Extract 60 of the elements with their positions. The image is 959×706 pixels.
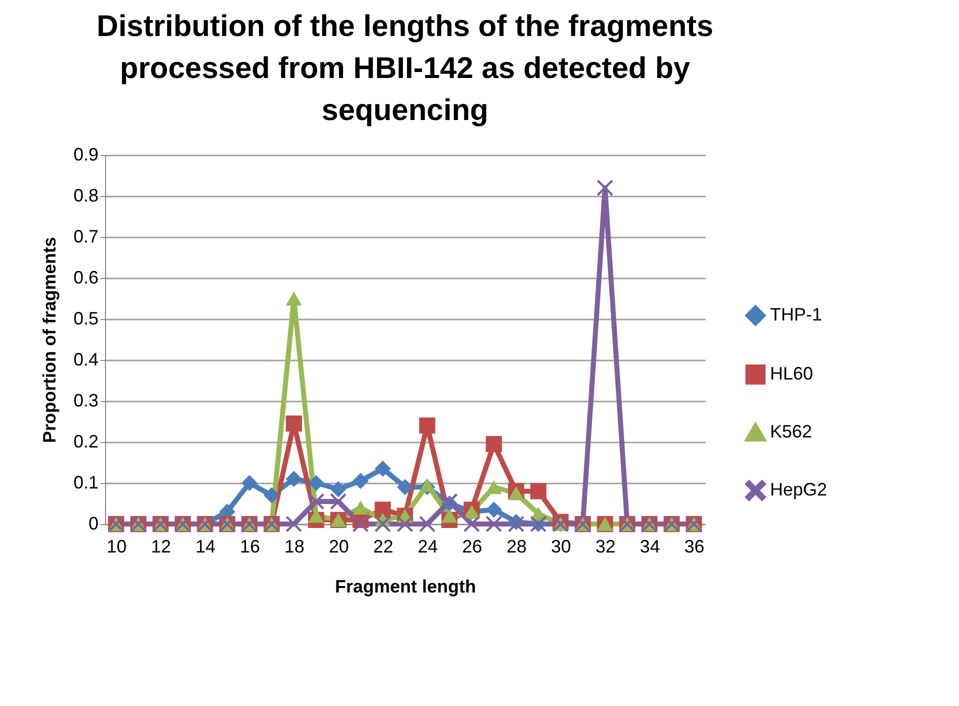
point [441, 508, 458, 523]
point [241, 474, 258, 492]
x-tick-label: 24 [418, 536, 438, 556]
point [464, 516, 480, 532]
point [486, 502, 502, 518]
x-axis-title: Fragment length [334, 576, 476, 596]
x-tick-label: 32 [595, 536, 616, 556]
y-tick-label: 0.6 [73, 268, 98, 288]
point [530, 483, 546, 500]
y-tick-label: 0.3 [73, 390, 98, 410]
y-tick-label: 0.1 [73, 472, 98, 492]
x-tick-label: 20 [328, 536, 349, 556]
chart-title: Distribution of the lengths of the fragments processed from HBII-142 as detected by sequencing [96, 10, 714, 127]
x-tick-label: 14 [195, 536, 216, 556]
point [308, 493, 324, 510]
x-tick-label: 18 [284, 536, 304, 556]
x-tick-label: 34 [640, 536, 660, 556]
legend-label: K562 [770, 422, 812, 442]
point [508, 486, 524, 500]
legend-label: HepG2 [770, 480, 828, 500]
x-tick-label: 10 [106, 536, 127, 556]
y-tick-label: 0.4 [73, 350, 98, 370]
x-tick-label: 36 [684, 536, 704, 556]
y-tick-label: 0.8 [73, 186, 98, 206]
point [308, 474, 324, 492]
point [374, 502, 391, 518]
point [330, 493, 346, 510]
point [286, 292, 302, 306]
x-tick-label: 30 [551, 536, 572, 556]
y-tick-label: 0.9 [73, 144, 98, 164]
point [396, 479, 414, 496]
y-tick-label: 0.5 [73, 308, 98, 328]
point [396, 516, 414, 532]
y-axis-title: Proportion of fragments [39, 237, 60, 443]
legend-label: THP-1 [770, 304, 822, 324]
point [486, 436, 502, 452]
x-tick-label: 26 [462, 536, 482, 556]
point [374, 516, 391, 532]
point [596, 180, 614, 196]
point [419, 516, 436, 532]
x-tick-label: 28 [506, 536, 527, 556]
point [286, 415, 302, 432]
point [374, 460, 391, 477]
point [286, 516, 302, 532]
point [330, 481, 346, 498]
point [352, 516, 369, 532]
point [486, 516, 502, 532]
point [352, 472, 369, 490]
y-tick-label: 0 [88, 514, 98, 534]
y-tick-label: 0.2 [73, 432, 98, 452]
point [286, 470, 302, 487]
y-tick-label: 0.7 [73, 226, 98, 246]
x-tick-label: 16 [240, 536, 260, 556]
point [419, 478, 436, 492]
point [352, 500, 369, 515]
legend-label: HL60 [770, 364, 814, 384]
x-tick-label: 12 [151, 536, 172, 556]
point [419, 418, 436, 434]
x-tick-label: 22 [373, 536, 394, 556]
point [264, 487, 280, 504]
